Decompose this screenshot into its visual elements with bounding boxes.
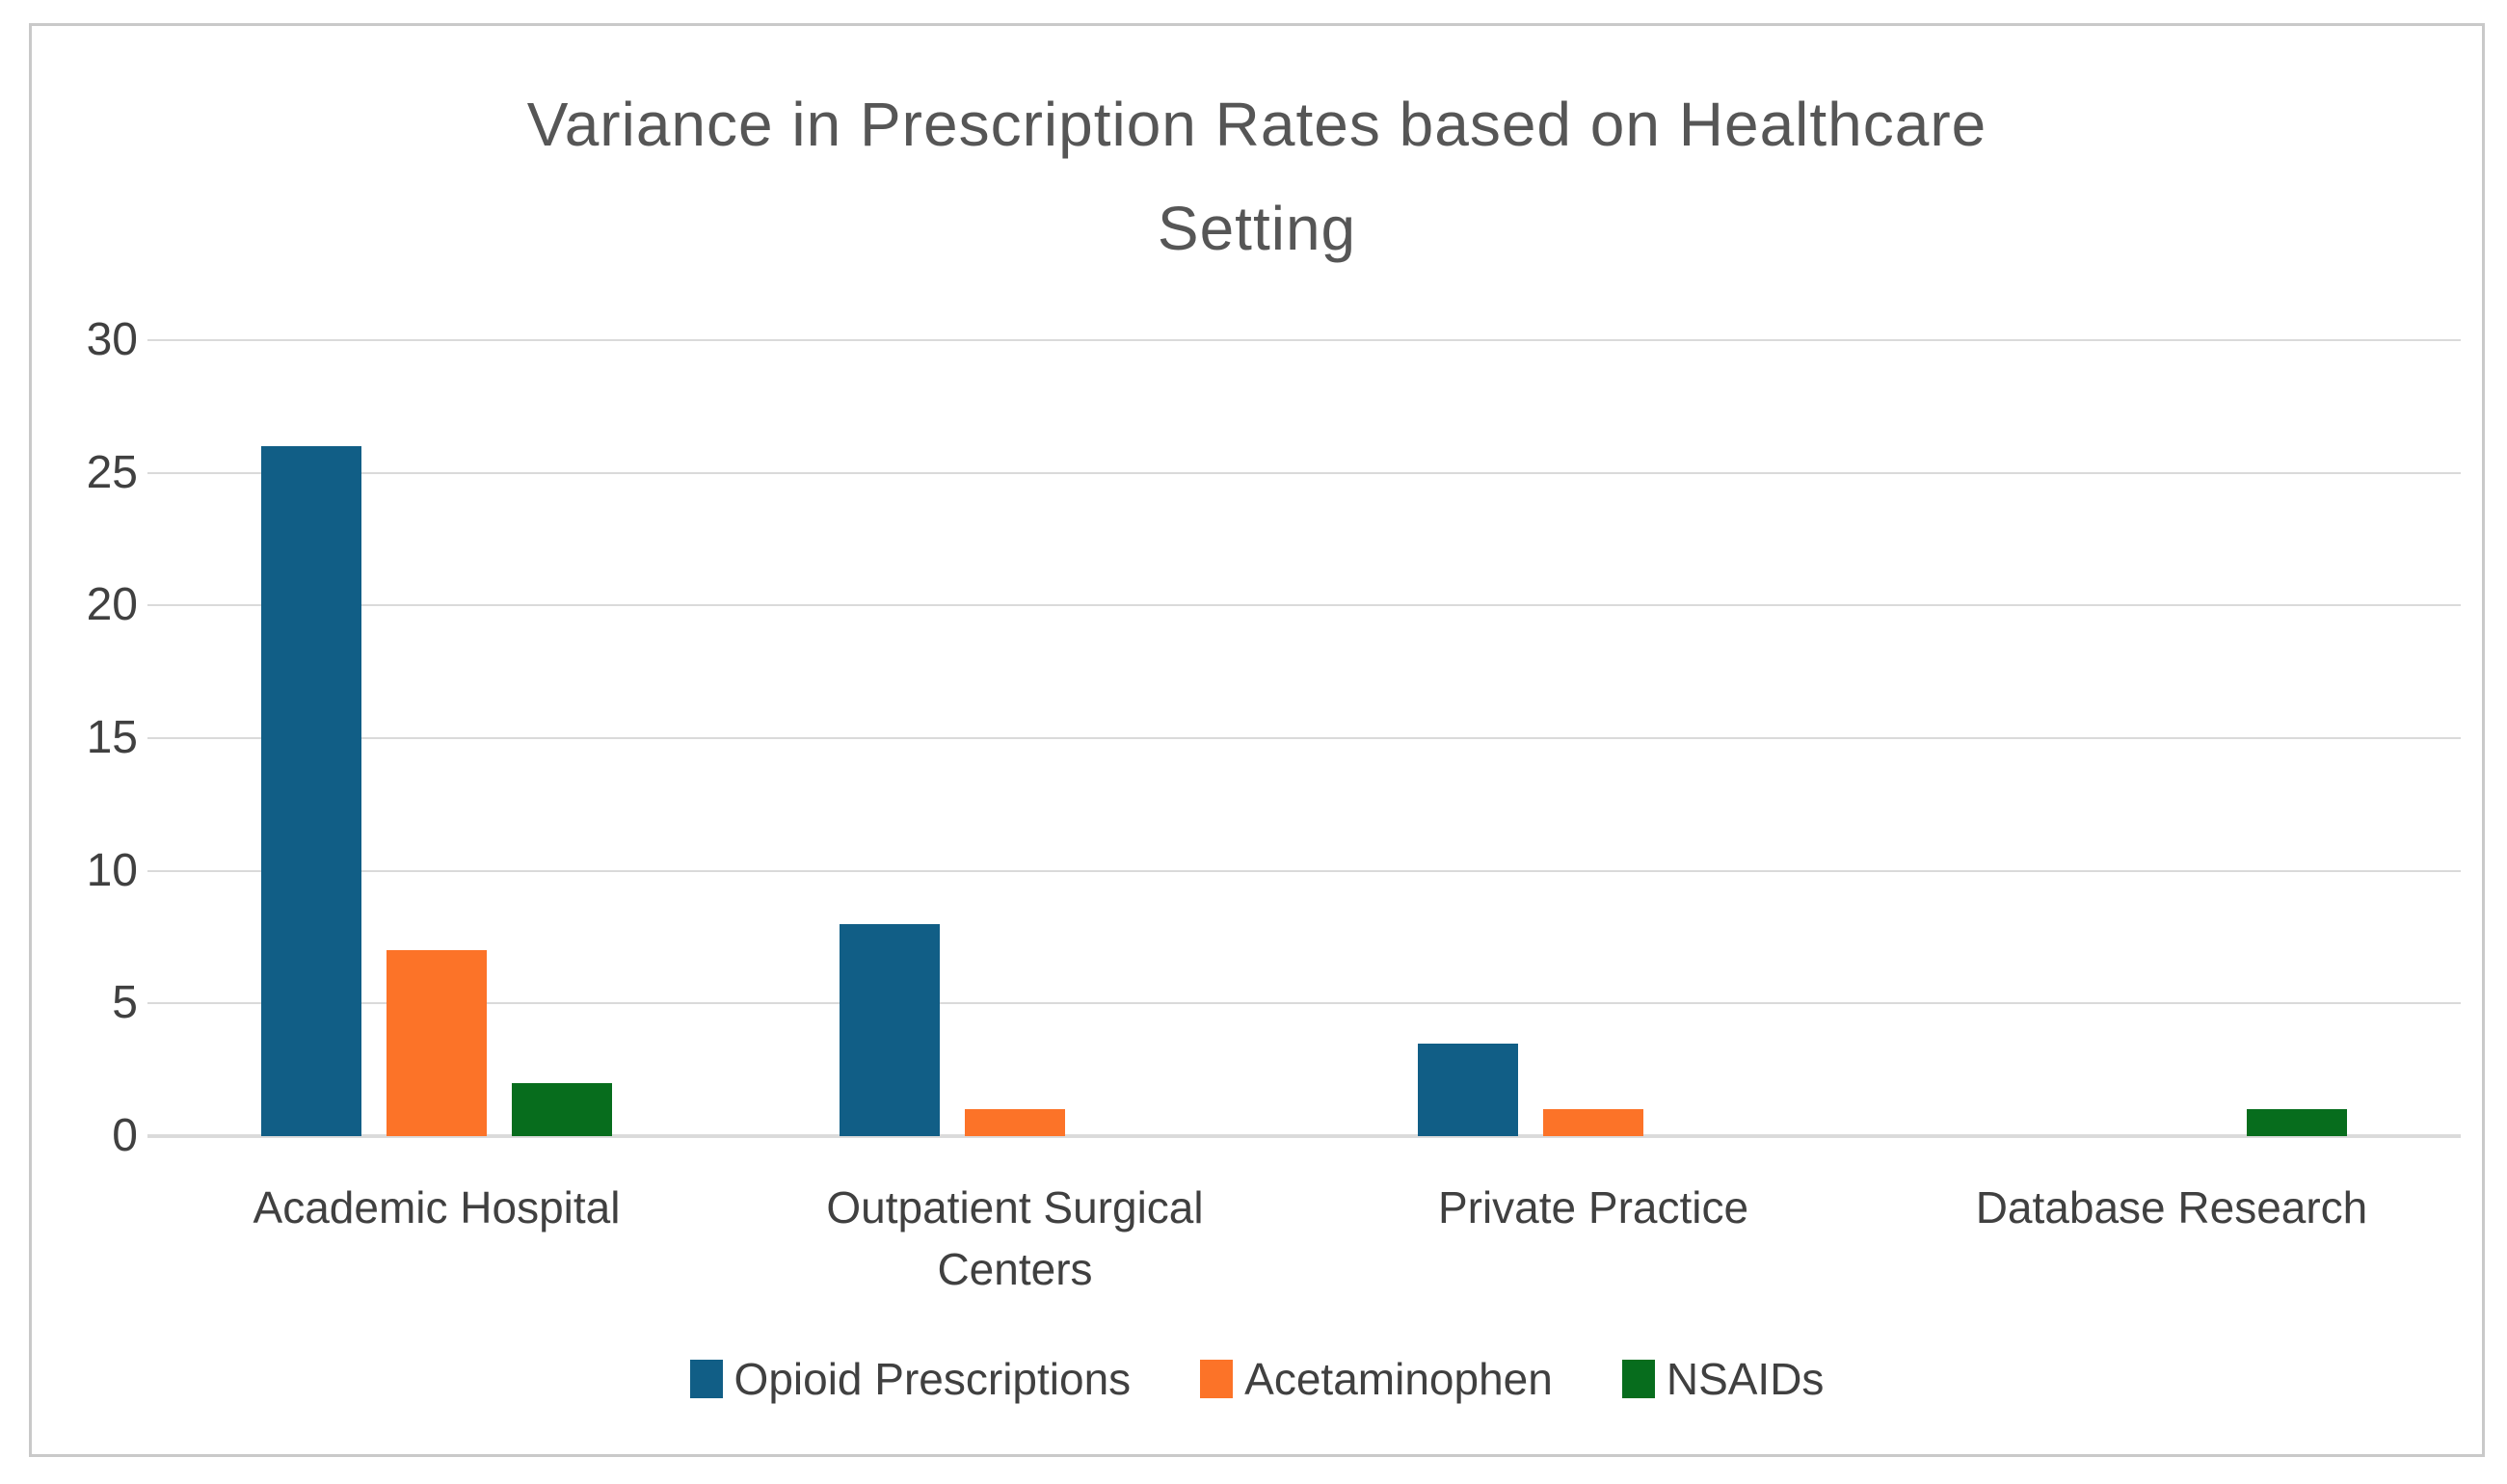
gridline-0: [147, 1135, 2461, 1137]
bar-acetaminophen-0: [387, 950, 487, 1136]
chart-title-line-1: Variance in Prescription Rates based on …: [526, 90, 1987, 159]
plot-area: [147, 339, 2461, 1138]
legend-item-nsaids: NSAIDs: [1621, 1353, 1825, 1405]
legend-label: Opioid Prescriptions: [733, 1354, 1132, 1404]
x-category-label-0: Academic Hospital: [253, 1182, 621, 1232]
legend-item-acetaminophen: Acetaminophen: [1200, 1353, 1553, 1405]
bar-nsaids-0: [512, 1082, 612, 1136]
bar-opioid-prescriptions-0: [261, 446, 361, 1136]
bar-opioid-prescriptions-2: [1418, 1043, 1518, 1136]
bar-acetaminophen-2: [1543, 1109, 1643, 1136]
bar-acetaminophen-1: [965, 1109, 1065, 1136]
legend-label: Acetaminophen: [1244, 1354, 1553, 1404]
legend-marker-icon: [689, 1360, 723, 1398]
bar-opioid-prescriptions-1: [840, 923, 940, 1136]
legend: Opioid Prescriptions Acetaminophen NSAIDs: [32, 1352, 2482, 1406]
y-tick-label-5: 5: [112, 977, 138, 1029]
legend-item-opioid-prescriptions: Opioid Prescriptions: [689, 1353, 1132, 1405]
x-category-label-2: Private Practice: [1437, 1182, 1749, 1232]
gridline-25: [147, 471, 2461, 474]
y-tick-label-15: 15: [86, 712, 138, 763]
chart-title: Variance in Prescription Rates based on …: [32, 72, 2482, 280]
gridline-15: [147, 737, 2461, 739]
gridline-10: [147, 869, 2461, 872]
gridline-5: [147, 1002, 2461, 1005]
chart-title-line-2: Setting: [1157, 194, 1357, 263]
y-tick-label-30: 30: [86, 314, 138, 365]
legend-label: NSAIDs: [1666, 1354, 1825, 1404]
y-tick-label-20: 20: [86, 579, 138, 631]
x-category-label-1: Outpatient Surgical Centers: [826, 1182, 1204, 1294]
gridline-20: [147, 604, 2461, 607]
chart-frame: Variance in Prescription Rates based on …: [29, 23, 2485, 1457]
legend-marker-icon: [1621, 1360, 1655, 1398]
y-tick-label-10: 10: [86, 844, 138, 896]
bar-nsaids-3: [2247, 1109, 2347, 1136]
gridline-30: [147, 339, 2461, 341]
x-category-label-3: Database Research: [1975, 1182, 2368, 1232]
y-tick-label-0: 0: [112, 1110, 138, 1161]
legend-marker-icon: [1200, 1360, 1234, 1398]
y-tick-label-25: 25: [86, 446, 138, 498]
